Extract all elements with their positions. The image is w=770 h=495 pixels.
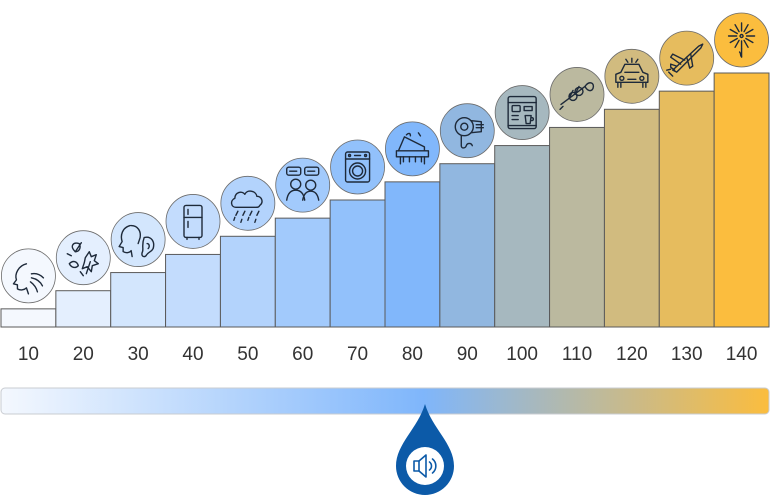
x-tick-110: 110 — [562, 344, 592, 365]
icon-badge — [220, 175, 276, 231]
bar-icon-30 — [110, 212, 166, 267]
bar-40 — [165, 253, 221, 328]
x-tick-30: 30 — [128, 344, 149, 365]
bar-130 — [658, 90, 715, 328]
icon-badge — [439, 103, 495, 159]
washing-machine-icon — [344, 151, 371, 183]
x-tick-70: 70 — [347, 344, 368, 365]
x-tick-130: 130 — [671, 344, 703, 365]
icon-badge — [275, 157, 331, 213]
x-tick-60: 60 — [292, 344, 313, 365]
bar-icon-70 — [330, 139, 385, 195]
bar-icon-80 — [385, 121, 440, 177]
rain-icon — [230, 190, 263, 223]
car-horn-icon — [615, 57, 649, 88]
bar-80 — [384, 181, 441, 328]
x-tick-120: 120 — [616, 344, 648, 365]
color-scale-bar — [0, 387, 770, 415]
bar-120 — [603, 108, 660, 328]
icon-badge — [604, 48, 660, 104]
bar-10 — [0, 308, 57, 328]
bar-icon-100 — [494, 85, 550, 140]
conversation-icon — [286, 166, 320, 201]
icons-group — [1, 12, 769, 304]
bar-110 — [549, 126, 605, 328]
bar-70 — [329, 199, 386, 328]
jet-plane-icon — [666, 43, 704, 77]
bar-icon-50 — [220, 175, 276, 231]
x-tick-90: 90 — [457, 344, 478, 365]
fireworks-icon — [727, 22, 756, 58]
icon-badge — [494, 85, 550, 140]
x-tick-20: 20 — [73, 344, 94, 365]
bar-icon-120 — [604, 48, 660, 104]
x-tick-100: 100 — [506, 344, 538, 365]
bar-icon-110 — [549, 67, 605, 122]
speaker-icon — [413, 454, 437, 478]
icon-badge — [714, 12, 769, 68]
x-tick-140: 140 — [726, 344, 758, 365]
bar-icon-40 — [165, 194, 221, 249]
x-tick-50: 50 — [237, 344, 258, 365]
x-tick-labels: 10 20 30 40 50 60 70 80 90 100 110 120 130 140 — [18, 344, 758, 365]
x-tick-40: 40 — [182, 344, 203, 365]
trumpet-icon — [559, 82, 595, 111]
bar-icon-130 — [659, 30, 715, 86]
bar-90 — [439, 163, 496, 328]
bar-icon-20 — [55, 230, 111, 286]
bar-icon-140 — [714, 12, 769, 68]
bar-icon-60 — [275, 157, 331, 213]
x-tick-10: 10 — [18, 344, 39, 365]
bar-50 — [219, 235, 276, 328]
scale-marker-inner — [406, 447, 444, 485]
bar-60 — [274, 217, 331, 328]
icon-badge — [1, 248, 56, 304]
rustling-leaves-icon — [66, 242, 99, 277]
hair-dryer-icon — [454, 117, 484, 149]
icon-badge — [55, 230, 111, 286]
x-tick-80: 80 — [402, 344, 423, 365]
bar-30 — [110, 272, 167, 328]
icon-badge — [165, 194, 221, 249]
bar-icon-10 — [1, 248, 56, 304]
coffee-machine-icon — [507, 95, 537, 130]
bar-20 — [55, 290, 112, 328]
bar-icon-90 — [439, 103, 495, 159]
icon-badge — [330, 139, 385, 195]
piano-icon — [395, 132, 430, 165]
bar-100 — [494, 145, 551, 328]
icon-badge — [385, 121, 440, 177]
bar-140 — [713, 72, 770, 328]
scale-marker — [396, 404, 454, 495]
breathing-icon — [12, 263, 45, 295]
refrigerator-icon — [183, 204, 203, 241]
whisper-icon — [118, 224, 155, 258]
bars-group — [0, 72, 770, 328]
icon-badge — [110, 212, 166, 267]
